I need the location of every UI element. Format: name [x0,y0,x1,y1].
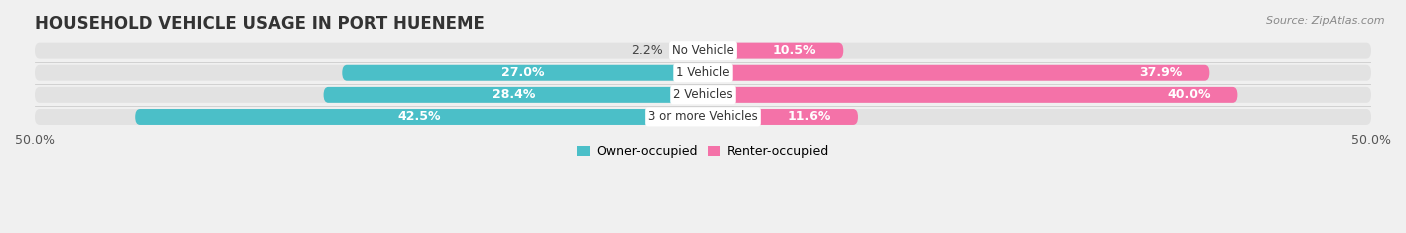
Text: 40.0%: 40.0% [1167,88,1211,101]
Text: 42.5%: 42.5% [398,110,441,123]
FancyBboxPatch shape [673,43,703,58]
Text: 1 Vehicle: 1 Vehicle [676,66,730,79]
Text: 28.4%: 28.4% [492,88,534,101]
FancyBboxPatch shape [703,43,844,58]
Text: 37.9%: 37.9% [1139,66,1182,79]
FancyBboxPatch shape [35,43,1371,58]
FancyBboxPatch shape [703,87,1237,103]
Text: HOUSEHOLD VEHICLE USAGE IN PORT HUENEME: HOUSEHOLD VEHICLE USAGE IN PORT HUENEME [35,15,485,33]
Text: 10.5%: 10.5% [773,44,817,57]
FancyBboxPatch shape [35,65,1371,81]
Text: No Vehicle: No Vehicle [672,44,734,57]
Text: 11.6%: 11.6% [787,110,831,123]
Text: 27.0%: 27.0% [501,66,544,79]
FancyBboxPatch shape [135,109,703,125]
FancyBboxPatch shape [323,87,703,103]
FancyBboxPatch shape [35,109,1371,125]
Text: Source: ZipAtlas.com: Source: ZipAtlas.com [1267,16,1385,26]
FancyBboxPatch shape [703,65,1209,81]
Text: 2 Vehicles: 2 Vehicles [673,88,733,101]
Text: 2.2%: 2.2% [631,44,662,57]
Text: 3 or more Vehicles: 3 or more Vehicles [648,110,758,123]
FancyBboxPatch shape [342,65,703,81]
Legend: Owner-occupied, Renter-occupied: Owner-occupied, Renter-occupied [572,140,834,163]
FancyBboxPatch shape [35,87,1371,103]
FancyBboxPatch shape [703,109,858,125]
